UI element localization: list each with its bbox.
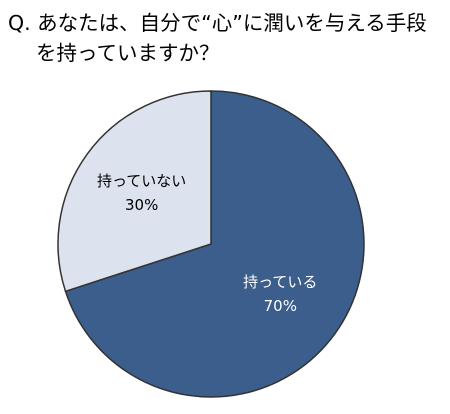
pie-slice (57, 90, 212, 293)
value-label: 70% (264, 297, 297, 315)
pie-slice (64, 90, 365, 398)
slice-label: 持っていない (97, 172, 186, 190)
chart-title: Q. あなたは、自分で“心”に潤いを与える手段を持っていますか？ (8, 11, 427, 65)
value-label: 30% (125, 196, 158, 214)
slice-label: 持っている (243, 273, 317, 291)
